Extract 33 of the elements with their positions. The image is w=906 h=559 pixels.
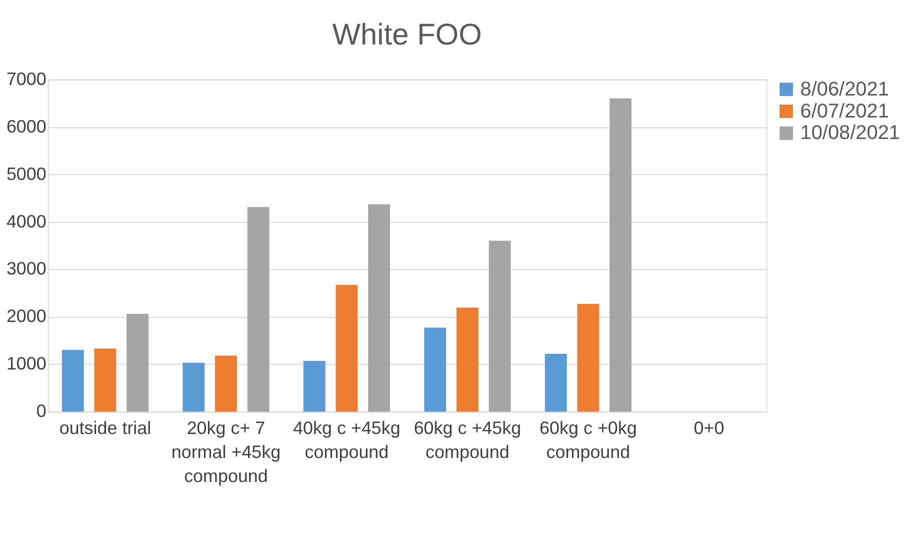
bar bbox=[577, 304, 600, 412]
bar bbox=[456, 308, 478, 412]
y-tick-label: 7000 bbox=[6, 68, 46, 89]
bar bbox=[94, 348, 116, 412]
y-tick-label: 5000 bbox=[6, 164, 46, 184]
x-tick-label: outside trial bbox=[59, 418, 152, 438]
bar bbox=[182, 362, 205, 412]
bar bbox=[424, 328, 446, 412]
chart-title: White FOO bbox=[332, 18, 482, 52]
x-tick-label: 60kg c +0kg compound bbox=[540, 418, 637, 462]
bar bbox=[368, 204, 390, 412]
y-tick-label: 2000 bbox=[6, 306, 46, 326]
bar bbox=[336, 284, 358, 412]
bar bbox=[215, 356, 237, 412]
bar bbox=[488, 240, 511, 412]
x-tick-label: 60kg c +45kg compound bbox=[414, 418, 522, 462]
x-tick-label: 40kg c +45kg compound bbox=[293, 418, 400, 462]
bar bbox=[610, 98, 632, 412]
bar bbox=[303, 360, 326, 412]
y-tick-label: 0 bbox=[36, 401, 46, 422]
legend-label: 8/06/2021 bbox=[800, 78, 889, 100]
bar bbox=[247, 207, 270, 412]
bar bbox=[62, 350, 84, 412]
y-tick-label: 3000 bbox=[6, 258, 46, 279]
y-tick-label: 4000 bbox=[6, 211, 46, 232]
bar bbox=[126, 314, 149, 412]
legend-label: 10/08/2021 bbox=[800, 122, 900, 144]
legend-label: 6/07/2021 bbox=[800, 100, 889, 122]
x-tick-label: 20kg c+ 7 normal +45kg compound bbox=[171, 418, 281, 486]
x-tick-label: 0+0 bbox=[694, 418, 724, 438]
y-tick-label: 6000 bbox=[6, 116, 46, 136]
y-tick-label: 1000 bbox=[6, 354, 46, 374]
bar bbox=[544, 354, 567, 412]
